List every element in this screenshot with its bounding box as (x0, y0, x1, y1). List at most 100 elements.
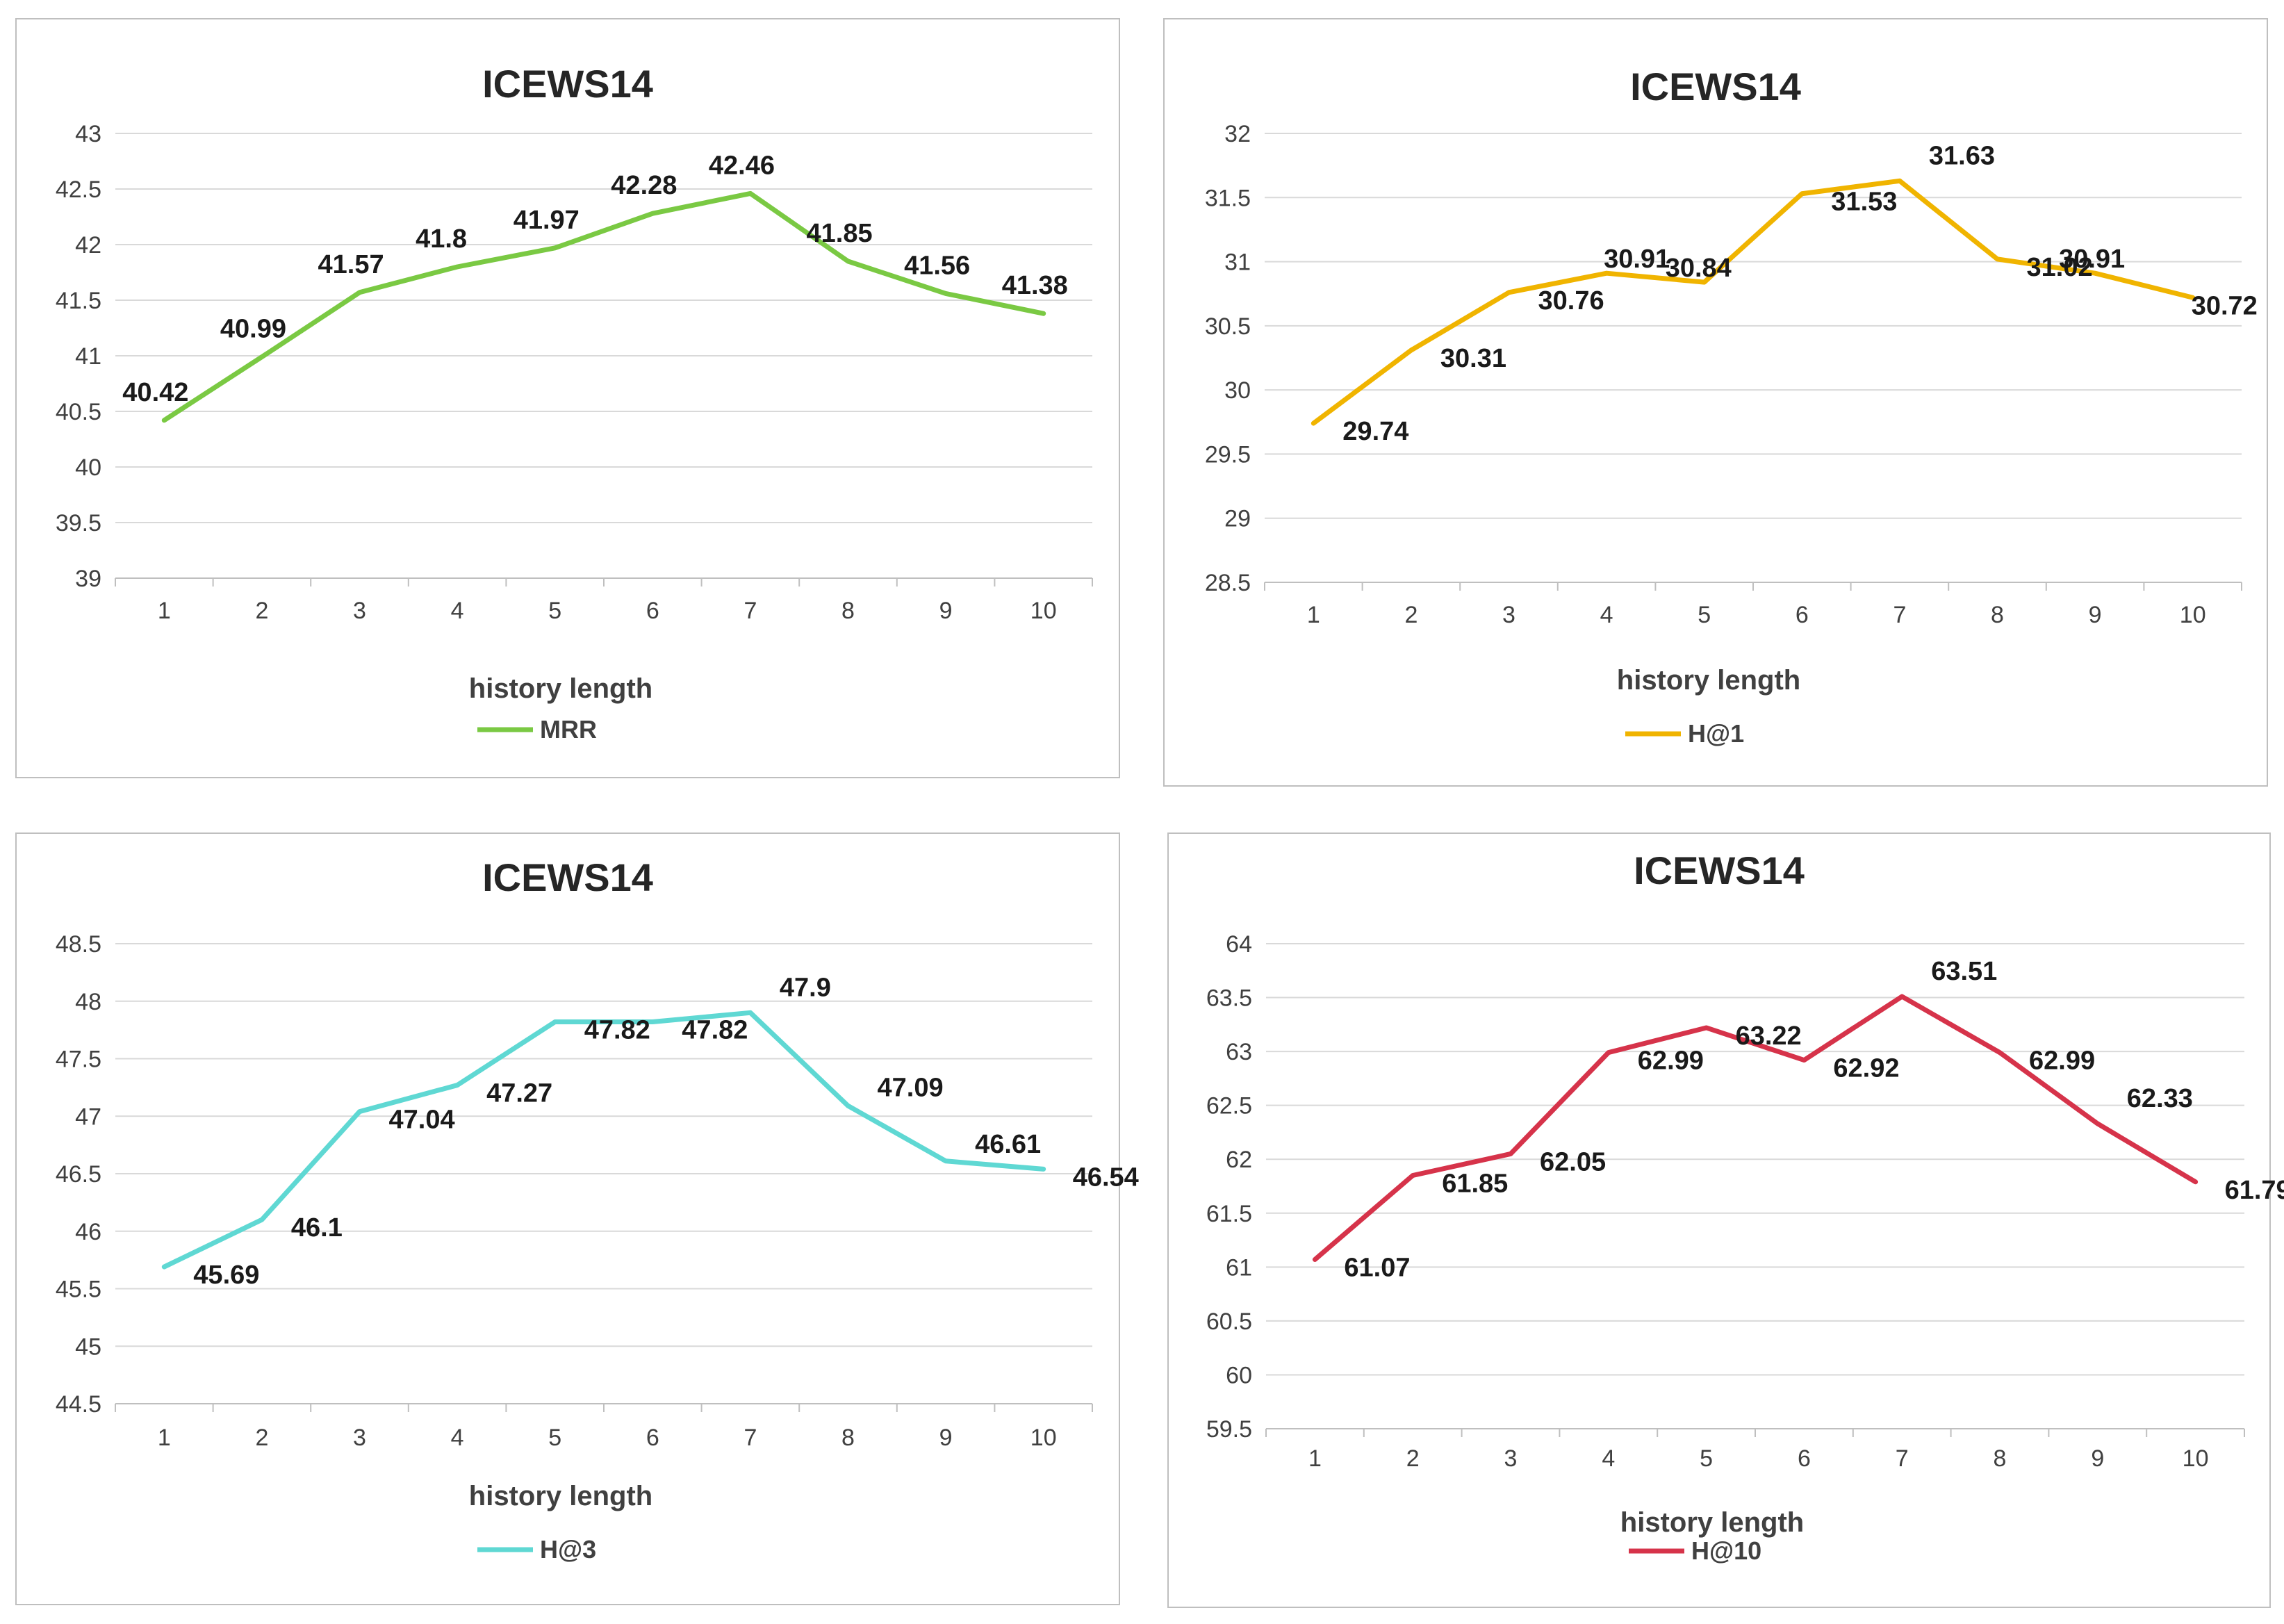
y-tick-label: 39 (75, 566, 101, 592)
data-label: 47.04 (389, 1106, 455, 1135)
y-tick-label: 29.5 (1205, 441, 1251, 468)
x-tick-label: 4 (1600, 602, 1613, 628)
x-axis-label: history length (469, 673, 652, 704)
x-tick-label: 8 (841, 598, 855, 624)
chart-svg-mrr: ICEWS14 39 39.5 40 40.5 41 41.5 42 42.5 43 1 2 3 4 5 6 7… (56, 62, 1093, 744)
data-label: 30.91 (1604, 245, 1670, 274)
data-point (650, 1019, 655, 1024)
y-tick-label: 31.5 (1205, 185, 1251, 211)
x-tick-label: 5 (548, 1425, 561, 1451)
y-tick-label: 40.5 (56, 399, 101, 425)
series-line-h10 (1312, 994, 2199, 1262)
chart-panel-mrr: ICEWS14 39 39.5 40 40.5 41 41.5 42 42.5 43 1 2 3 4 5 6 7… (15, 18, 1120, 778)
y-tick-label: 31 (1224, 249, 1251, 276)
series-line-h1 (1311, 178, 2196, 426)
y-tick-label: 39.5 (56, 510, 101, 536)
data-point (944, 291, 948, 296)
data-label: 61.79 (2225, 1176, 2284, 1205)
data-point (1998, 1050, 2002, 1055)
x-tick-label: 8 (1994, 1445, 2007, 1472)
data-label: 31.63 (1929, 141, 1995, 170)
x-tick-label: 2 (1404, 602, 1418, 628)
data-point (455, 1083, 460, 1088)
data-label: 42.46 (709, 151, 775, 180)
y-tick-label: 63.5 (1206, 985, 1252, 1012)
legend-label: H@1 (1688, 719, 1744, 748)
data-label: 30.76 (1538, 286, 1604, 315)
data-point (1506, 290, 1511, 295)
y-tick-label: 48.5 (56, 931, 101, 958)
x-tick-label: 4 (451, 598, 464, 624)
data-label: 29.74 (1342, 417, 1408, 446)
x-axis-label: history length (469, 1481, 652, 1511)
x-axis-label: history length (1617, 665, 1800, 696)
data-point (455, 265, 460, 269)
y-tick-label: 30.5 (1205, 313, 1251, 340)
data-label: 47.09 (878, 1073, 944, 1102)
data-label: 42.28 (611, 171, 677, 200)
x-tick-label: 10 (1030, 598, 1057, 624)
x-tick-label: 3 (1504, 1445, 1518, 1472)
data-label: 45.69 (193, 1261, 259, 1290)
data-label: 62.92 (1833, 1054, 1899, 1083)
data-point (1041, 311, 1046, 316)
data-point (259, 1217, 264, 1222)
y-tick-label: 43 (75, 121, 101, 147)
x-tick-label: 10 (2183, 1445, 2209, 1472)
y-tick-label: 61.5 (1206, 1201, 1252, 1227)
x-tick-label: 2 (255, 598, 268, 624)
x-tick-label: 1 (158, 598, 171, 624)
data-point (357, 1109, 362, 1114)
y-tick-label: 45 (75, 1334, 101, 1360)
data-label: 30.72 (2192, 291, 2258, 320)
x-tick-label: 2 (1406, 1445, 1420, 1472)
data-label: 47.27 (486, 1079, 552, 1108)
data-label: 41.57 (318, 250, 384, 279)
data-point (846, 259, 851, 263)
data-point (650, 211, 655, 216)
x-tick-label: 10 (1030, 1425, 1057, 1451)
data-point (1900, 994, 1905, 999)
chart-title: ICEWS14 (1634, 848, 1805, 892)
x-tick-label: 1 (1307, 602, 1320, 628)
data-label: 61.85 (1442, 1169, 1508, 1198)
x-tick-label: 3 (353, 1425, 366, 1451)
data-label: 30.31 (1440, 344, 1506, 373)
data-label: 63.51 (1931, 957, 1997, 986)
data-point (1606, 1050, 1611, 1055)
y-tick-label: 62.5 (1206, 1093, 1252, 1119)
data-point (2193, 1179, 2198, 1184)
x-tick-label: 9 (2091, 1445, 2104, 1472)
x-tick-label: 9 (939, 1425, 953, 1451)
data-label: 62.99 (1638, 1047, 1704, 1076)
x-tick-label: 9 (2089, 602, 2102, 628)
data-label: 47.82 (682, 1016, 748, 1045)
x-tick-label: 6 (646, 598, 659, 624)
y-tick-label: 63 (1226, 1039, 1252, 1065)
x-tick-label: 3 (353, 598, 366, 624)
y-tick-label: 60.5 (1206, 1309, 1252, 1335)
data-label: 41.56 (904, 251, 970, 280)
y-tick-label: 28.5 (1205, 570, 1251, 596)
x-tick-label: 4 (451, 1425, 464, 1451)
data-label: 46.54 (1073, 1163, 1139, 1192)
data-point (259, 354, 264, 359)
x-tick-label: 6 (646, 1425, 659, 1451)
data-point (1897, 179, 1902, 183)
y-tick-label: 45.5 (56, 1277, 101, 1303)
data-point (1041, 1167, 1046, 1172)
y-tick-label: 41.5 (56, 288, 101, 314)
chart-title: ICEWS14 (1630, 65, 1801, 108)
data-point (162, 1265, 167, 1270)
data-point (1704, 1025, 1709, 1030)
data-point (2095, 1122, 2100, 1126)
data-label: 47.82 (584, 1016, 650, 1045)
y-tick-label: 42 (75, 232, 101, 259)
legend-label: H@10 (1691, 1536, 1761, 1565)
data-point (357, 290, 362, 295)
x-tick-label: 1 (158, 1425, 171, 1451)
data-label: 62.33 (2127, 1084, 2193, 1113)
y-tick-label: 40 (75, 454, 101, 481)
y-tick-label: 46.5 (56, 1161, 101, 1188)
data-point (1604, 271, 1609, 276)
